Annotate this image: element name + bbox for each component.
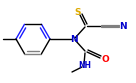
Text: N: N [70,35,78,43]
Text: O: O [101,56,109,64]
Text: N: N [119,21,127,30]
Text: NH: NH [78,62,92,70]
Text: S: S [75,7,81,17]
